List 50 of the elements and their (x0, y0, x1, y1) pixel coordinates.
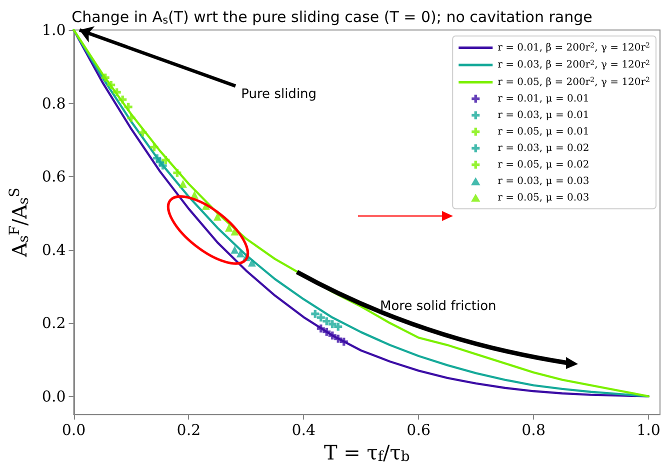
legend-label: r = 0.05, μ = 0.02 (498, 159, 590, 170)
point (178, 180, 187, 188)
annotation: Pure sliding (241, 87, 317, 102)
y-tick-label: 0.0 (42, 387, 66, 406)
point (224, 224, 233, 232)
point (328, 331, 336, 340)
point (173, 168, 182, 177)
x-axis-title: T = τf/τb (324, 440, 410, 465)
annotation: More solid friction (380, 299, 496, 314)
legend-label: r = 0.05, μ = 0.03 (498, 192, 590, 204)
y-tick-label: 1.0 (42, 21, 66, 39)
x-tick-label: 0.0 (62, 421, 86, 440)
x-tick-label: 0.2 (176, 421, 201, 440)
legend-label: r = 0.03, μ = 0.01 (498, 110, 590, 121)
point (107, 80, 116, 89)
point (230, 246, 239, 254)
x-tick-label: 1.0 (636, 421, 660, 440)
point (328, 320, 336, 328)
legend-label: r = 0.03, μ = 0.02 (498, 142, 590, 154)
legend-label: r = 0.05, μ = 0.01 (498, 126, 590, 138)
y-tick-label: 0.6 (42, 168, 66, 186)
chart-title: Change in As(T) wrt the pure sliding case (T = 0); no cavitation range (72, 8, 592, 26)
point (150, 143, 158, 152)
point (334, 334, 342, 343)
point (124, 102, 132, 111)
point (340, 338, 348, 346)
line-series (72, 28, 650, 398)
x-tick-label: 0.6 (406, 421, 431, 440)
x-tick-label: 0.4 (292, 421, 316, 440)
point (138, 128, 147, 137)
point (158, 162, 167, 170)
point (112, 88, 121, 96)
point (162, 156, 170, 164)
point (316, 314, 325, 322)
x-tick-label: 0.8 (522, 421, 546, 440)
y-tick-label: 0.2 (42, 314, 66, 332)
y-tick-label: 0.8 (42, 94, 66, 112)
point (316, 324, 325, 333)
point (334, 322, 342, 331)
point (248, 258, 256, 267)
legend-label: r = 0.01, μ = 0.01 (498, 93, 590, 104)
point (118, 96, 127, 104)
point (127, 114, 136, 122)
y-tick-label: 0.4 (42, 240, 66, 259)
point (101, 74, 110, 82)
legend-label: r = 0.03, μ = 0.03 (498, 176, 590, 187)
y-axis-title: AsF/AsS (7, 188, 32, 258)
point (322, 328, 331, 336)
point (311, 310, 320, 318)
point (322, 317, 331, 326)
